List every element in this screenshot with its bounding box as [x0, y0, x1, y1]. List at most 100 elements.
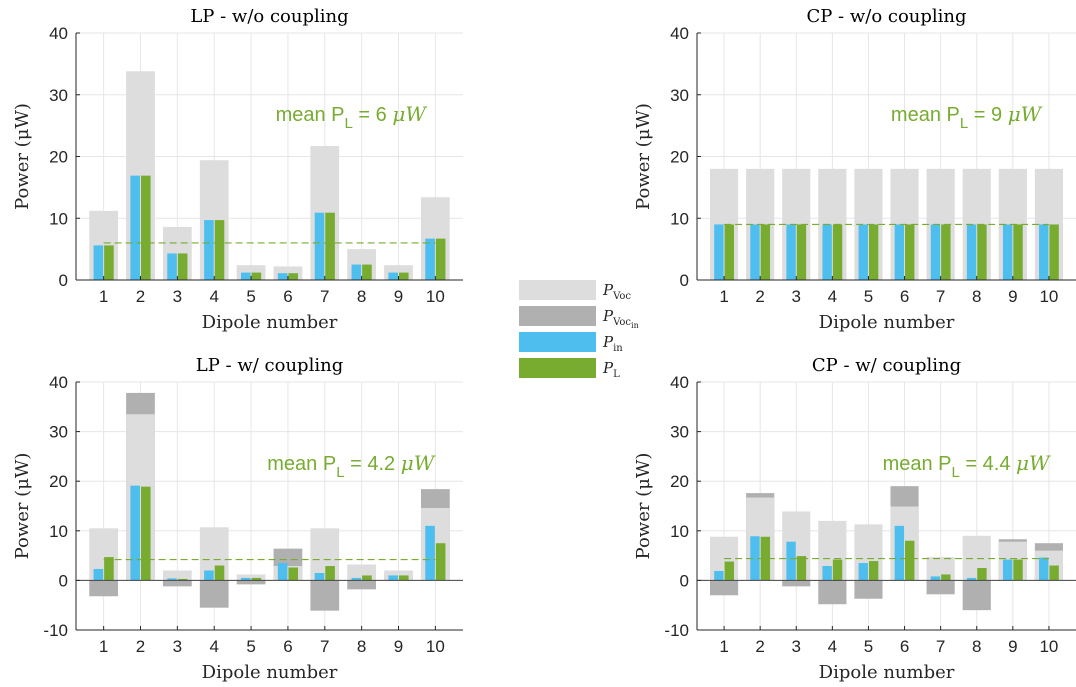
x-axis-label: Dipole number: [202, 312, 338, 333]
bar-pin: [930, 224, 941, 280]
annotation-subscript: L: [960, 115, 968, 132]
bar-pin: [130, 175, 140, 280]
annotation-value: = 4.2: [345, 453, 401, 475]
annotation-value: = 6: [353, 104, 392, 126]
x-tick-label: 4: [828, 637, 837, 656]
y-tick-label: -10: [664, 621, 689, 640]
bar-pin: [240, 272, 251, 280]
bar-pin: [1002, 559, 1013, 581]
y-tick-label: 30: [49, 86, 68, 105]
bar-pl: [941, 224, 951, 280]
bar-pl: [905, 224, 915, 280]
legend-label: PVoc: [602, 281, 631, 302]
bars: [709, 486, 1064, 611]
bar-pin: [204, 570, 214, 581]
legend-label: PL: [602, 359, 620, 380]
legend-symbol: P: [602, 307, 614, 325]
y-axis-label: Power (μW): [633, 453, 654, 560]
x-tick-label: 10: [426, 287, 445, 306]
x-tick-label: 7: [936, 287, 945, 306]
bar-pl: [399, 575, 409, 581]
bars: [89, 392, 450, 611]
bar-pl: [177, 253, 188, 280]
bar-pvocin: [310, 580, 340, 611]
x-tick-label: 3: [173, 287, 182, 306]
bar-pin: [930, 576, 941, 581]
x-tick-label: 5: [864, 287, 873, 306]
x-tick-label: 9: [1008, 637, 1017, 656]
y-axis-label: Power (μW): [12, 453, 33, 560]
bar-pvocin: [709, 580, 739, 596]
x-tick-label: 9: [394, 287, 403, 306]
bar-pvocin: [347, 580, 377, 590]
annotation-subscript: L: [952, 464, 960, 481]
bar-pl: [435, 543, 446, 581]
bar-pl: [760, 536, 771, 581]
legend-subscript: L: [613, 369, 620, 380]
x-tick-label: 10: [1039, 287, 1058, 306]
bar-pvoc: [162, 570, 192, 581]
bar-pin: [1039, 224, 1049, 280]
legend-subscript: Voc: [612, 291, 631, 302]
x-tick-label: 4: [828, 287, 837, 306]
x-tick-label: 7: [936, 637, 945, 656]
bars: [89, 71, 450, 280]
legend-swatch: [519, 358, 596, 378]
bar-pl: [362, 575, 372, 581]
x-tick-label: 5: [246, 287, 255, 306]
bar-pl: [214, 220, 225, 280]
x-tick-label: 10: [1039, 637, 1058, 656]
bar-pin: [822, 566, 832, 581]
legend-symbol: P: [602, 281, 614, 299]
bar-pin: [966, 577, 977, 581]
bar-pl: [868, 561, 879, 581]
legend-swatch: [519, 306, 596, 326]
legend-label: Pin: [602, 333, 623, 354]
bar-pl: [760, 224, 771, 280]
bar-pvocin: [89, 580, 119, 597]
bar-pvoc: [384, 570, 413, 581]
bar-pl: [141, 175, 151, 280]
x-tick-label: 3: [792, 287, 801, 306]
y-tick-label: 40: [49, 373, 68, 392]
bar-pvocin: [199, 580, 229, 608]
bar-pl: [905, 540, 915, 581]
bar-pin: [714, 570, 724, 581]
y-tick-label: 10: [670, 209, 689, 228]
x-tick-label: 10: [426, 637, 445, 656]
x-tick-label: 6: [900, 287, 909, 306]
gridlines: [76, 32, 463, 281]
bar-pin: [858, 563, 868, 581]
x-axis-label: Dipole number: [202, 662, 338, 683]
bar-pvocin: [162, 580, 192, 587]
y-tick-label: 40: [670, 24, 689, 43]
panel-cp-without-coupling: 0 10 20 30 40 1 2 3 4 5 6 7 8 9 10 CP - w/o coupling Dip…: [633, 6, 1076, 333]
chart-title: LP - w/o coupling: [190, 6, 348, 27]
y-tick-label: 0: [59, 571, 68, 590]
y-tick-label: 10: [49, 522, 68, 541]
annotation-value: = 4.4: [960, 453, 1016, 475]
x-tick-label: 3: [792, 637, 801, 656]
x-tick-label: 4: [209, 287, 218, 306]
bar-pl: [251, 272, 262, 280]
bar-pin: [277, 563, 288, 581]
x-tick-label: 6: [900, 637, 909, 656]
bar-pvoc: [236, 574, 266, 581]
bar-pin: [966, 224, 977, 280]
x-tick-label: 1: [719, 637, 728, 656]
bar-pin: [822, 224, 832, 280]
bar-pin: [786, 541, 796, 581]
x-tick-label: 8: [972, 287, 981, 306]
bar-pvocin: [854, 580, 883, 599]
x-tick-label: 8: [357, 637, 366, 656]
mean-pl-annotation: mean PL = 9 μW: [891, 102, 1043, 132]
annotation-unit: μW: [1008, 102, 1043, 126]
y-axis-label: Power (μW): [633, 103, 654, 210]
y-axis-label: Power (μW): [12, 103, 33, 210]
bar-pin: [277, 273, 288, 280]
bar-pl: [724, 224, 734, 280]
x-tick-label: 6: [283, 287, 292, 306]
bar-pin: [93, 568, 104, 581]
bar-pl: [141, 486, 151, 581]
